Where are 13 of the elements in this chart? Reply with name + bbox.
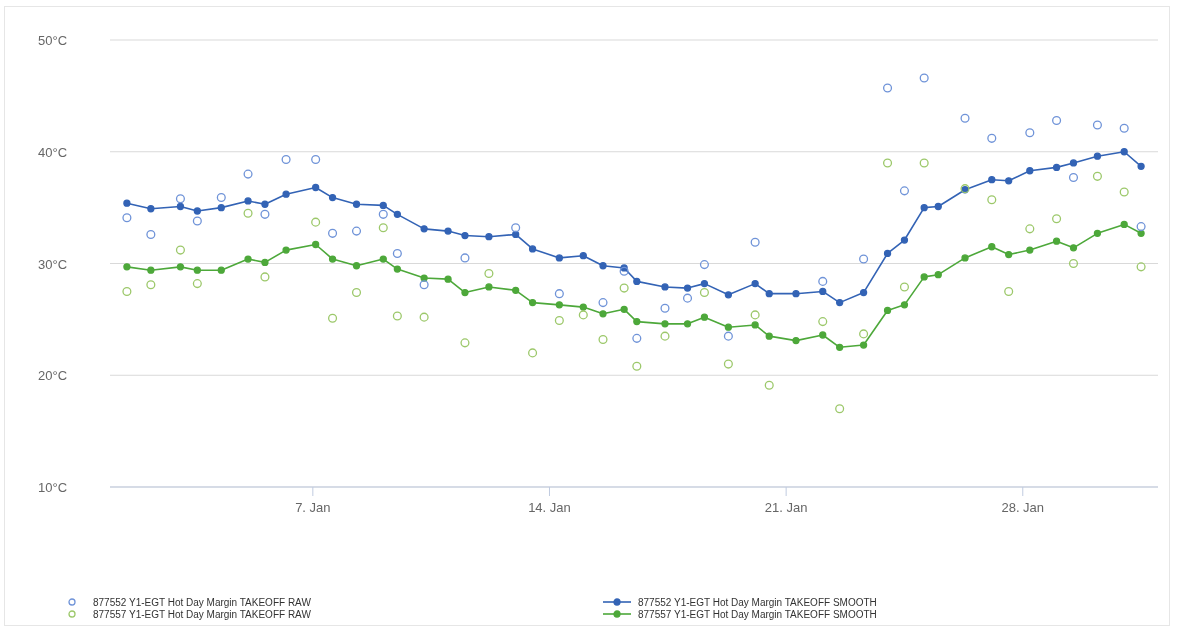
y-tick-label: 30°C [38,256,68,272]
y-tick-label: 10°C [38,480,68,495]
legend-label: 877552 Y1-EGT Hot Day Margin TAKEOFF SMOOTH [638,596,877,608]
x-tick-label: 28. Jan [1001,500,1045,515]
legend-label: 877557 Y1-EGT Hot Day Margin TAKEOFF RAW [93,608,311,620]
y-tick-label: 50°C [38,33,68,48]
y-tick-label: 40°C [38,144,68,160]
legend-label: 877552 Y1-EGT Hot Day Margin TAKEOFF RAW [93,596,311,608]
x-tick-label: 21. Jan [764,500,808,515]
legend-label: 877557 Y1-EGT Hot Day Margin TAKEOFF SMOOTH [638,608,877,620]
y-tick-label: 20°C [38,368,68,384]
x-tick-label: 14. Jan [528,500,571,515]
x-tick-label: 7. Jan [295,500,331,515]
